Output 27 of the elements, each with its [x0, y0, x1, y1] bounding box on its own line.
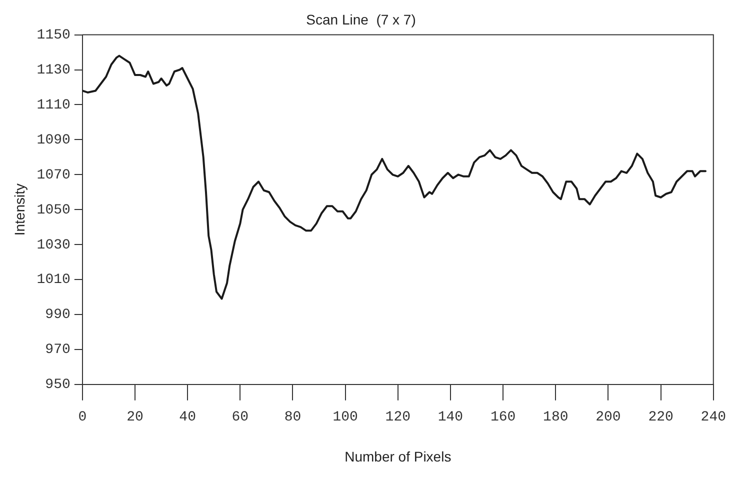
- y-tick-label: 1150: [36, 28, 70, 44]
- y-tick-label: 1050: [36, 202, 70, 218]
- y-tick-label: 1030: [36, 237, 70, 254]
- y-axis-title: Intensity: [11, 184, 28, 236]
- x-tick-label: 40: [179, 410, 196, 426]
- chart-title: Scan Line (7 x 7): [306, 11, 416, 28]
- y-tick-label: 1070: [36, 167, 70, 184]
- y-tick-label: 1090: [36, 132, 70, 148]
- y-tick-label: 990: [45, 307, 70, 324]
- x-tick-label: 240: [700, 410, 726, 426]
- x-tick-label: 100: [332, 410, 358, 426]
- x-tick-label: 0: [78, 410, 87, 426]
- x-tick-label: 20: [126, 410, 144, 426]
- y-tick-label: 1110: [36, 97, 70, 114]
- x-tick-label: 200: [596, 410, 621, 426]
- y-tick-label: 950: [45, 377, 70, 394]
- x-tick-label: 180: [543, 410, 568, 426]
- x-tick-label: 60: [232, 410, 249, 426]
- y-tick-label: 1010: [36, 272, 70, 288]
- x-tick-label: 140: [438, 410, 464, 426]
- x-tick-label: 220: [648, 410, 674, 426]
- x-tick-label: 120: [385, 410, 411, 426]
- x-tick-label: 80: [284, 410, 302, 426]
- x-axis-title: Number of Pixels: [344, 448, 452, 464]
- y-tick-label: 970: [45, 342, 70, 358]
- x-tick-label: 160: [490, 410, 516, 426]
- y-tick-label: 1130: [36, 62, 70, 78]
